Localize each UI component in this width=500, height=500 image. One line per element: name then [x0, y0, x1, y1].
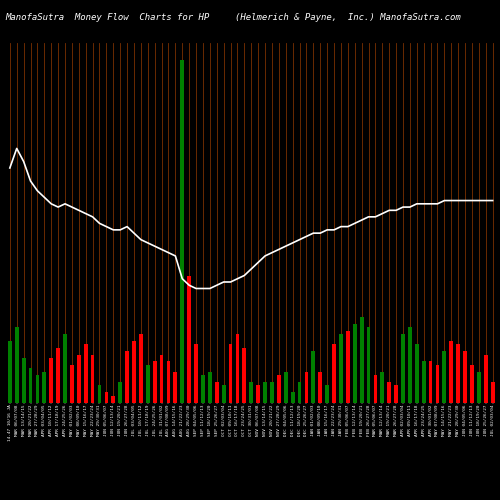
Bar: [22, 358, 26, 403]
Bar: [277, 375, 280, 402]
Bar: [256, 386, 260, 402]
Bar: [250, 382, 253, 402]
Bar: [84, 344, 87, 403]
Bar: [166, 362, 170, 403]
Bar: [139, 334, 143, 402]
Bar: [380, 372, 384, 402]
Bar: [77, 354, 80, 403]
Bar: [90, 354, 94, 403]
Bar: [401, 334, 405, 402]
Bar: [463, 351, 467, 403]
Bar: [236, 334, 240, 402]
Bar: [422, 362, 426, 403]
Bar: [332, 344, 336, 403]
Bar: [194, 344, 198, 403]
Bar: [470, 365, 474, 403]
Bar: [290, 392, 294, 402]
Bar: [70, 365, 74, 403]
Bar: [125, 351, 129, 403]
Bar: [442, 351, 446, 403]
Bar: [228, 344, 232, 403]
Bar: [374, 375, 378, 402]
Bar: [208, 372, 212, 402]
Bar: [8, 341, 12, 402]
Bar: [366, 327, 370, 402]
Bar: [222, 386, 226, 402]
Bar: [428, 362, 432, 403]
Bar: [15, 327, 18, 402]
Bar: [388, 382, 391, 402]
Bar: [215, 382, 218, 402]
Bar: [98, 386, 102, 402]
Bar: [160, 354, 164, 403]
Bar: [201, 375, 205, 402]
Bar: [353, 324, 356, 402]
Bar: [50, 358, 53, 403]
Bar: [456, 344, 460, 403]
Bar: [491, 382, 494, 402]
Bar: [360, 317, 364, 402]
Bar: [153, 362, 156, 403]
Bar: [263, 382, 267, 402]
Bar: [146, 365, 150, 403]
Bar: [112, 396, 115, 402]
Bar: [132, 341, 136, 402]
Bar: [42, 372, 46, 402]
Bar: [450, 341, 453, 402]
Bar: [242, 348, 246, 403]
Bar: [346, 330, 350, 402]
Bar: [180, 60, 184, 402]
Bar: [312, 351, 315, 403]
Bar: [63, 334, 67, 402]
Bar: [284, 372, 288, 402]
Bar: [36, 375, 40, 402]
Bar: [298, 382, 302, 402]
Bar: [104, 392, 108, 402]
Bar: [484, 354, 488, 403]
Bar: [28, 368, 32, 402]
Bar: [415, 344, 418, 403]
Bar: [339, 334, 343, 402]
Text: ManofaSutra  Money Flow  Charts for HP: ManofaSutra Money Flow Charts for HP: [5, 12, 209, 22]
Bar: [477, 372, 481, 402]
Bar: [394, 386, 398, 402]
Bar: [304, 372, 308, 402]
Bar: [118, 382, 122, 402]
Bar: [408, 327, 412, 402]
Bar: [436, 365, 440, 403]
Bar: [188, 276, 191, 402]
Bar: [318, 372, 322, 402]
Bar: [325, 386, 329, 402]
Bar: [174, 372, 178, 402]
Bar: [56, 348, 60, 403]
Bar: [270, 382, 274, 402]
Text: (Helmerich & Payne,  Inc.) ManofaSutra.com: (Helmerich & Payne, Inc.) ManofaSutra.co…: [235, 12, 461, 22]
